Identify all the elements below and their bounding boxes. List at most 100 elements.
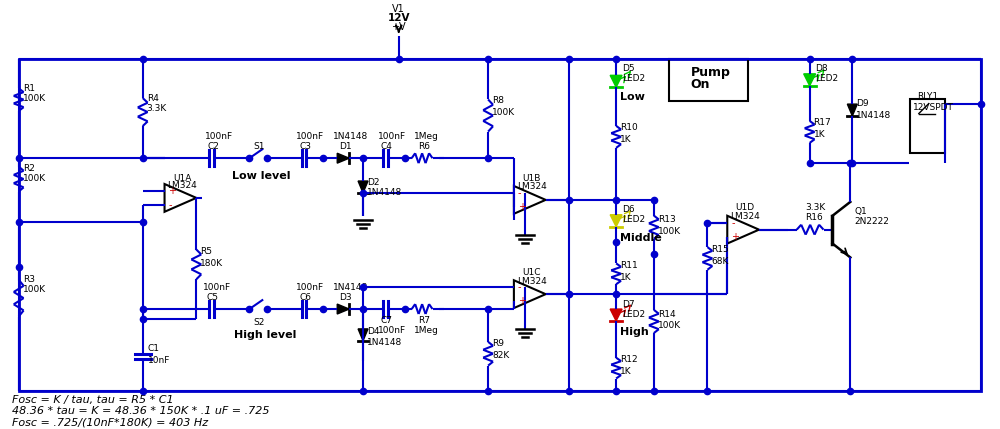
Text: +: + — [518, 202, 526, 212]
Text: LM324: LM324 — [730, 212, 760, 221]
Text: R3: R3 — [23, 275, 35, 284]
Text: D5: D5 — [622, 64, 635, 73]
Text: D4: D4 — [367, 327, 380, 336]
Text: +: + — [731, 232, 739, 242]
Text: 82K: 82K — [492, 351, 509, 360]
Text: Low level: Low level — [232, 171, 291, 181]
Text: S2: S2 — [253, 318, 265, 327]
Text: 1K: 1K — [620, 367, 632, 376]
Bar — [19, 59, 981, 391]
Text: R13: R13 — [658, 215, 676, 224]
Text: +: + — [518, 296, 526, 306]
Text: Fosc = K / tau, tau = R5 * C1: Fosc = K / tau, tau = R5 * C1 — [12, 396, 173, 405]
Text: RLY1: RLY1 — [917, 92, 938, 101]
Text: 1N4148: 1N4148 — [333, 283, 369, 292]
Text: D7: D7 — [622, 299, 635, 308]
Polygon shape — [337, 153, 349, 163]
Text: R15: R15 — [711, 245, 729, 254]
Polygon shape — [804, 74, 816, 86]
Text: 1K: 1K — [620, 273, 632, 282]
Polygon shape — [358, 329, 368, 341]
Text: R14: R14 — [658, 309, 675, 318]
Text: -: - — [731, 218, 735, 228]
Text: Fosc = .725/(10nF*180K) = 403 Hz: Fosc = .725/(10nF*180K) = 403 Hz — [12, 417, 208, 427]
Text: R16: R16 — [805, 213, 823, 222]
Polygon shape — [610, 309, 622, 321]
Text: 3.3K: 3.3K — [147, 104, 167, 113]
Text: -: - — [518, 282, 521, 292]
Text: R2: R2 — [23, 163, 35, 172]
Text: R5: R5 — [200, 247, 212, 256]
Text: R8: R8 — [492, 96, 504, 105]
Polygon shape — [358, 181, 368, 193]
Text: C5: C5 — [206, 293, 218, 302]
Text: -: - — [169, 200, 172, 210]
Text: R12: R12 — [620, 355, 638, 364]
Text: R17: R17 — [814, 118, 831, 127]
Text: 100K: 100K — [23, 94, 46, 103]
Text: 100nF: 100nF — [296, 283, 324, 292]
Text: R4: R4 — [147, 94, 159, 103]
Text: Middle: Middle — [620, 233, 662, 242]
Text: Q1: Q1 — [854, 207, 867, 216]
Text: 1N4148: 1N4148 — [367, 188, 402, 197]
Text: High level: High level — [234, 330, 296, 340]
Text: Pump: Pump — [691, 66, 730, 79]
Text: 1Meg: 1Meg — [414, 132, 439, 141]
Text: -: - — [518, 188, 521, 198]
Text: R9: R9 — [492, 339, 504, 348]
Text: High: High — [620, 327, 649, 337]
Text: +: + — [169, 186, 177, 196]
Text: C6: C6 — [299, 293, 311, 302]
Polygon shape — [610, 76, 622, 87]
Text: 100K: 100K — [23, 174, 46, 183]
Text: 1N4148: 1N4148 — [856, 111, 892, 120]
Text: D1: D1 — [339, 142, 352, 151]
Text: C4: C4 — [381, 142, 393, 151]
Text: 100nF: 100nF — [205, 132, 233, 141]
Text: 1K: 1K — [814, 130, 825, 139]
Text: R11: R11 — [620, 261, 638, 270]
Text: D8: D8 — [816, 64, 828, 73]
Text: 12VSPDT: 12VSPDT — [913, 103, 954, 112]
Text: U1A: U1A — [173, 174, 192, 183]
Text: D3: D3 — [339, 293, 352, 302]
Text: LM324: LM324 — [517, 182, 547, 191]
Bar — [669, 59, 748, 101]
Bar — [910, 99, 945, 153]
Text: C7: C7 — [381, 317, 393, 326]
Polygon shape — [847, 104, 857, 116]
Text: LM324: LM324 — [517, 277, 547, 286]
Text: D6: D6 — [622, 205, 635, 214]
Text: 1N4148: 1N4148 — [333, 132, 369, 141]
Text: U1B: U1B — [523, 174, 541, 183]
Text: D2: D2 — [367, 178, 380, 187]
Text: 100K: 100K — [23, 285, 46, 294]
Text: 100K: 100K — [492, 108, 515, 117]
Text: 2N2222: 2N2222 — [854, 217, 889, 226]
Text: 1N4148: 1N4148 — [367, 338, 402, 347]
Text: LED2: LED2 — [622, 74, 645, 83]
Text: LM324: LM324 — [168, 181, 197, 190]
Text: S1: S1 — [253, 142, 265, 151]
Text: 100nF: 100nF — [378, 132, 406, 141]
Text: 10nF: 10nF — [148, 356, 170, 365]
Text: 100K: 100K — [658, 227, 681, 236]
Text: 100nF: 100nF — [203, 283, 231, 292]
Text: C2: C2 — [207, 142, 219, 151]
Text: R1: R1 — [23, 84, 35, 93]
Text: LED2: LED2 — [816, 74, 839, 83]
Text: C3: C3 — [299, 142, 311, 151]
Text: R6: R6 — [418, 142, 430, 151]
Text: 180K: 180K — [200, 259, 223, 268]
Polygon shape — [610, 215, 622, 227]
Text: 3.3K: 3.3K — [805, 203, 825, 212]
Text: On: On — [691, 78, 710, 91]
Text: 1Meg: 1Meg — [414, 326, 439, 335]
Text: U1C: U1C — [523, 268, 541, 277]
Text: C1: C1 — [148, 344, 160, 353]
Polygon shape — [337, 304, 349, 314]
Text: U1D: U1D — [736, 203, 755, 212]
Text: 1K: 1K — [620, 135, 632, 144]
Text: 68K: 68K — [711, 257, 729, 266]
